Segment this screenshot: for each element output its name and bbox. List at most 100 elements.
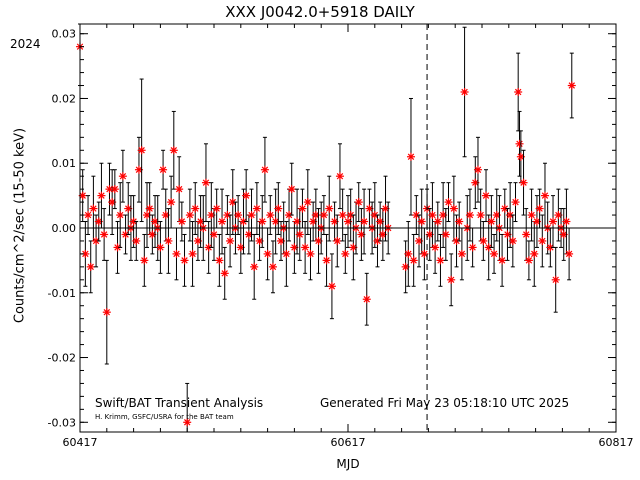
asterisk-marker <box>156 243 165 252</box>
asterisk-marker <box>242 191 251 200</box>
asterisk-marker <box>247 211 256 220</box>
asterisk-marker <box>132 236 141 245</box>
data-point <box>433 201 442 242</box>
data-point <box>172 227 181 281</box>
data-point <box>210 208 218 261</box>
asterisk-marker <box>287 185 296 194</box>
asterisk-marker <box>565 249 574 258</box>
asterisk-marker <box>519 178 528 187</box>
asterisk-marker <box>515 139 524 148</box>
data-point <box>252 182 261 235</box>
asterisk-marker <box>404 249 413 258</box>
asterisk-marker <box>94 217 103 226</box>
asterisk-marker <box>161 211 170 220</box>
asterisk-marker <box>562 217 571 226</box>
asterisk-marker <box>373 236 382 245</box>
data-point <box>515 110 524 177</box>
asterisk-marker <box>290 243 299 252</box>
asterisk-marker <box>444 198 453 207</box>
data-point <box>188 221 197 287</box>
asterisk-marker <box>140 256 149 265</box>
data-point <box>298 188 307 229</box>
asterisk-marker <box>268 262 277 271</box>
data-point <box>218 188 227 255</box>
data-point <box>89 175 98 242</box>
data-point <box>258 195 267 248</box>
asterisk-marker <box>220 269 229 278</box>
data-point <box>118 149 127 203</box>
asterisk-marker <box>255 236 264 245</box>
data-point <box>137 78 146 223</box>
asterisk-marker <box>473 165 482 174</box>
asterisk-marker <box>535 204 544 213</box>
data-point <box>322 233 331 287</box>
asterisk-marker <box>110 185 119 194</box>
asterisk-marker <box>215 256 224 265</box>
data-point <box>201 143 210 223</box>
data-point <box>492 188 501 242</box>
asterisk-marker <box>482 191 491 200</box>
asterisk-marker <box>338 211 347 220</box>
data-point <box>295 208 304 261</box>
asterisk-marker <box>457 249 466 258</box>
data-point <box>530 221 539 287</box>
asterisk-marker <box>420 249 429 258</box>
year-label: 2024 <box>10 37 41 51</box>
data-point <box>110 169 119 210</box>
data-point <box>455 201 464 242</box>
data-point <box>274 182 283 235</box>
asterisk-marker <box>409 256 418 265</box>
asterisk-marker <box>172 249 181 258</box>
y-axis-label: Counts/cm^2/sec (15-50 keV) <box>12 127 28 324</box>
data-point <box>482 169 491 223</box>
data-point <box>94 201 103 242</box>
plot-frame <box>79 23 617 433</box>
asterisk-marker <box>431 243 440 252</box>
asterisk-marker <box>175 185 184 194</box>
asterisk-marker <box>218 217 227 226</box>
asterisk-marker <box>116 211 125 220</box>
data-point <box>143 182 151 248</box>
data-point <box>175 156 184 223</box>
data-point <box>239 188 248 255</box>
data-point <box>465 188 474 242</box>
asterisk-marker <box>468 243 477 252</box>
asterisk-marker <box>487 217 496 226</box>
asterisk-marker <box>349 243 358 252</box>
asterisk-marker <box>428 211 437 220</box>
data-point <box>102 259 111 365</box>
x-axis-label: MJD <box>336 457 360 471</box>
data-point <box>508 214 517 268</box>
asterisk-marker <box>441 230 450 239</box>
asterisk-marker <box>306 249 315 258</box>
asterisk-marker <box>514 88 523 96</box>
asterisk-marker <box>341 249 350 258</box>
data-point <box>476 188 485 242</box>
data-point <box>196 195 205 248</box>
asterisk-marker <box>333 236 342 245</box>
data-point <box>268 240 277 294</box>
annotation-credit: H. Krimm, GSFC/USRA for the BAT team <box>95 413 234 421</box>
data-point <box>362 272 371 326</box>
asterisk-marker <box>92 236 101 245</box>
asterisk-marker <box>401 262 410 271</box>
asterisk-marker <box>263 249 272 258</box>
y-tick-label: 0.02 <box>52 92 77 105</box>
data-point <box>401 240 410 294</box>
asterisk-marker <box>258 217 267 226</box>
data-point <box>417 188 426 255</box>
data-point <box>354 182 363 223</box>
asterisk-marker <box>490 249 499 258</box>
asterisk-marker <box>102 308 111 317</box>
data-point <box>108 169 117 235</box>
data-point <box>562 188 571 255</box>
asterisk-marker <box>301 243 310 252</box>
data-point <box>444 182 453 223</box>
data-point <box>559 208 568 261</box>
data-point <box>113 221 122 274</box>
data-point <box>185 188 194 242</box>
axes: -0.03 -0.02 -0.01 0.00 0.01 0.02 0.03 60417 6061… <box>48 24 634 449</box>
data-point <box>327 253 336 320</box>
asterisk-marker <box>274 204 283 213</box>
asterisk-marker <box>252 204 261 213</box>
